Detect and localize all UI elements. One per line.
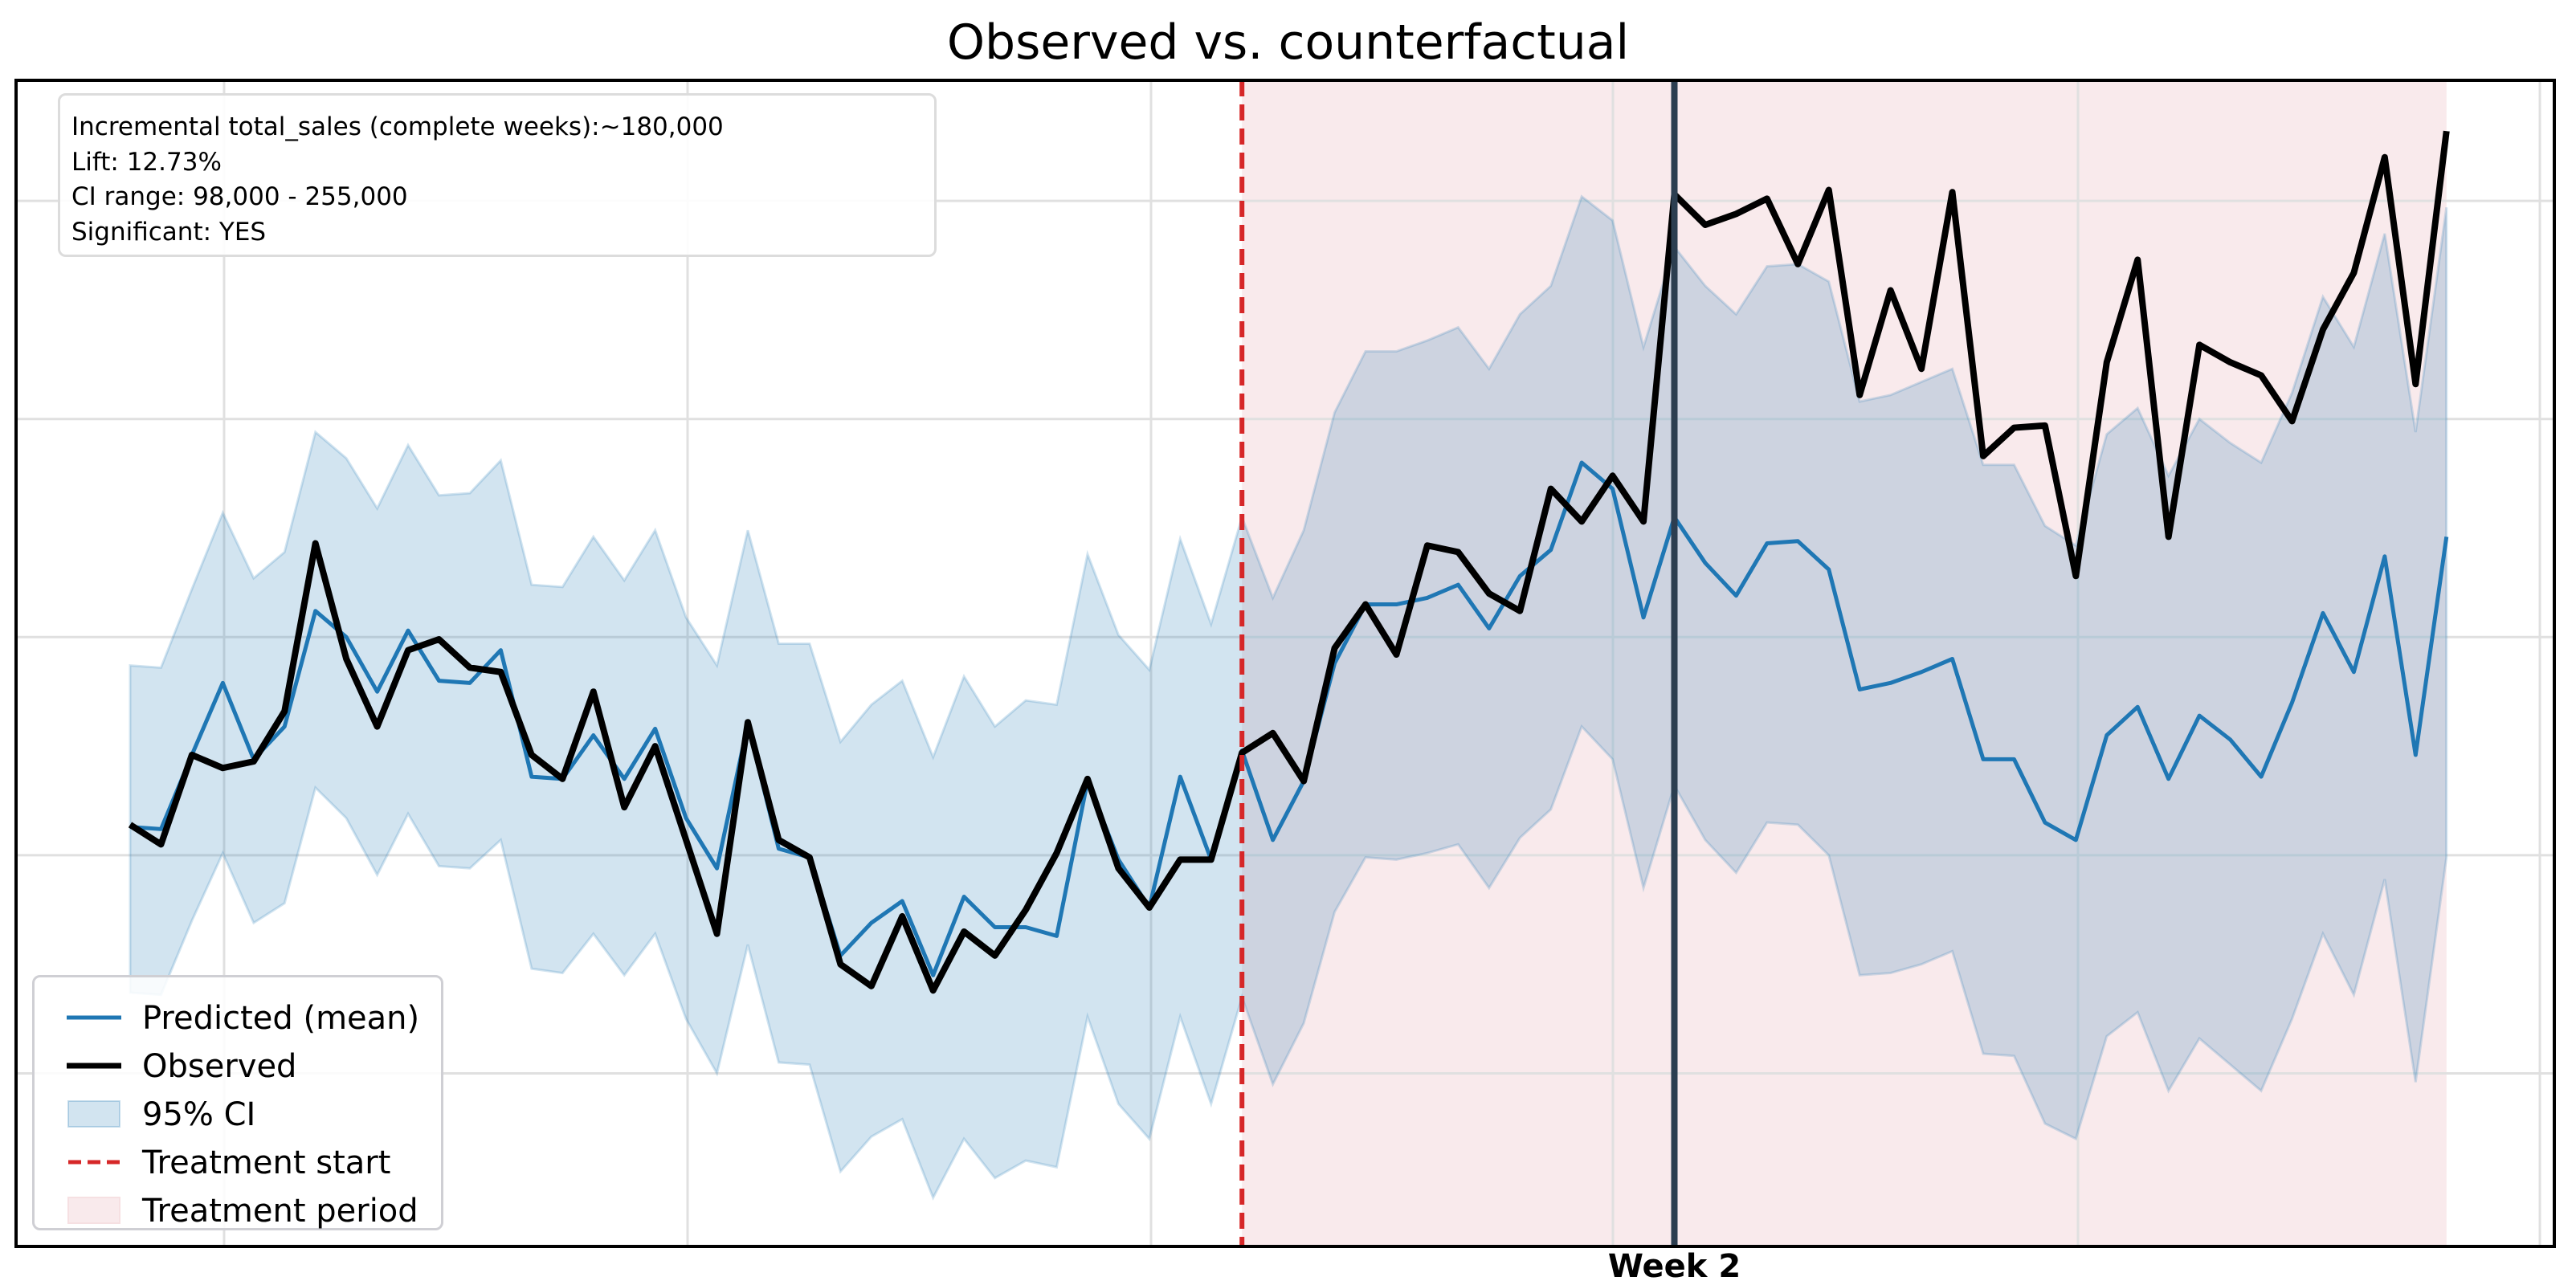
- significant-text: Significant: YES: [71, 217, 267, 247]
- axes-frame: [14, 79, 2556, 1248]
- lift-text: Lift: 12.73%: [71, 147, 222, 177]
- legend-item-predicted: Predicted (mean): [35, 993, 441, 1042]
- legend-item-ci: 95% CI: [35, 1090, 441, 1138]
- legend-item-treatment-start: Treatment start: [35, 1138, 441, 1186]
- legend-item-treatment-period: Treatment period: [35, 1186, 441, 1234]
- dashed-line-swatch-icon: [68, 1160, 120, 1165]
- summary-annotation-box: Incremental total_sales (complete weeks)…: [58, 93, 937, 257]
- ci-band: [129, 194, 2448, 1201]
- observed-line-swatch-icon: [67, 1063, 121, 1069]
- chart-title: Observed vs. counterfactual: [946, 14, 1630, 71]
- x-tick-week-2: Week 2: [1607, 1248, 1741, 1285]
- predicted-line-swatch-icon: [67, 1015, 121, 1020]
- ci-range-text: CI range: 98,000 - 255,000: [71, 182, 408, 211]
- observed-line: [128, 130, 2450, 994]
- incremental-sales-text: Incremental total_sales (complete weeks)…: [71, 112, 724, 141]
- legend: Predicted (mean) Observed 95% CI Treatme…: [32, 975, 443, 1230]
- treatment-patch-swatch-icon: [67, 1197, 120, 1224]
- legend-item-observed: Observed: [35, 1042, 441, 1090]
- ci-patch-swatch-icon: [67, 1100, 120, 1128]
